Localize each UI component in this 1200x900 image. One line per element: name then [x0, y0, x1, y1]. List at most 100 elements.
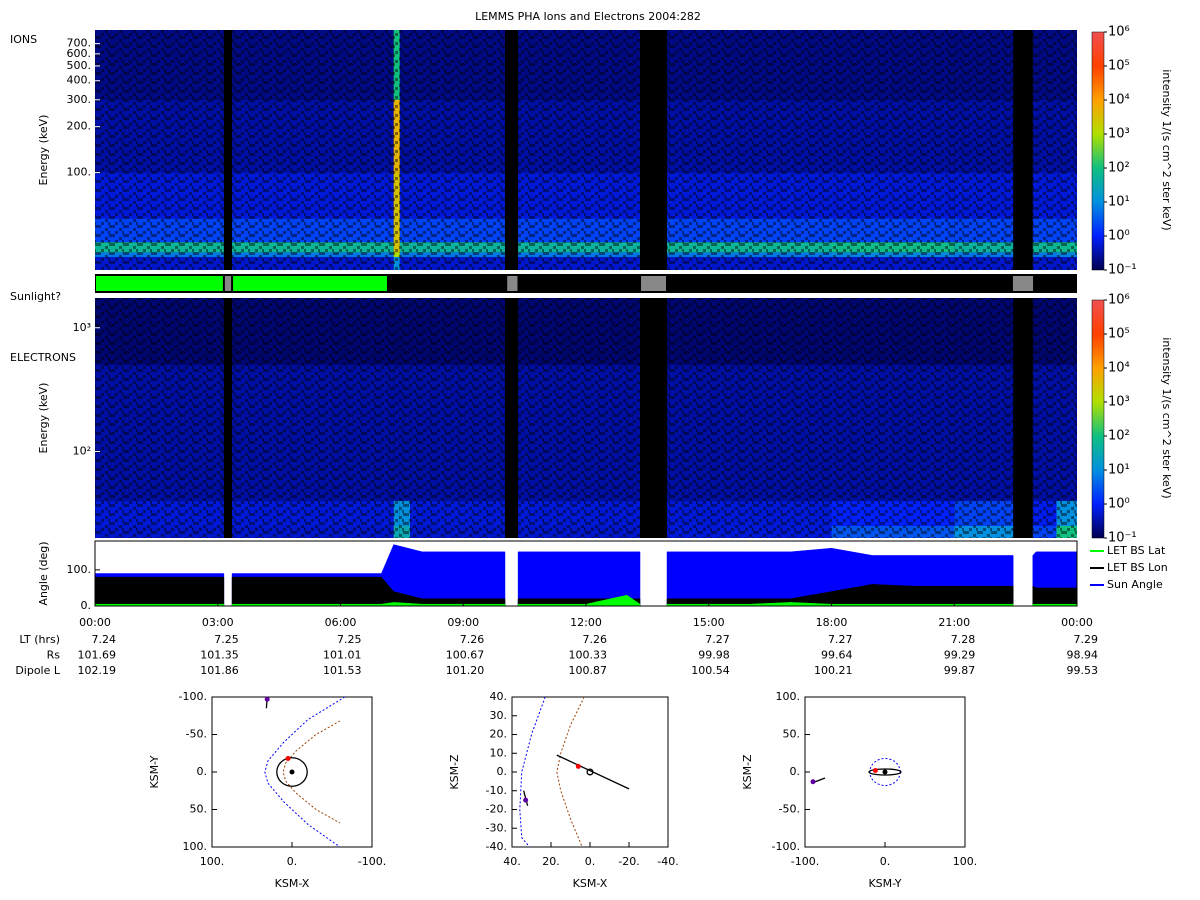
- body-outline: [868, 768, 902, 776]
- y-tick-label: 40.: [490, 690, 508, 703]
- ephemeris-value: 101.35: [200, 649, 239, 662]
- series-line: [282, 720, 341, 824]
- ephemeris-value: 99.64: [821, 649, 853, 662]
- segment: [668, 276, 1011, 291]
- x-tick-label: 40.: [503, 855, 521, 868]
- ephemeris-value: 99.87: [944, 664, 976, 677]
- y-tick-label: -10.: [486, 784, 507, 797]
- y-axis-title: KSM-Z: [448, 754, 461, 790]
- y-tick-label: 700.: [67, 37, 92, 50]
- panel-label: IONS: [10, 33, 37, 46]
- segment: [388, 276, 506, 291]
- y-tick-label: 300.: [67, 93, 92, 106]
- colorbar-tick-label: 10³: [1108, 127, 1130, 142]
- colorbar-tick-label: 10¹: [1108, 463, 1130, 478]
- x-tick-label: 100.: [953, 855, 978, 868]
- ephemeris-value: 7.27: [828, 633, 853, 646]
- x-tick-label: -100.: [791, 855, 819, 868]
- x-tick-label: 12:00: [570, 616, 602, 629]
- y-axis-title: KSM-Z: [741, 754, 754, 790]
- x-tick-label: 21:00: [938, 616, 970, 629]
- x-tick-label: -100.: [358, 855, 386, 868]
- colorbar-tick-label: 10⁵: [1108, 327, 1130, 342]
- y-tick-label: -100.: [179, 690, 207, 703]
- ephemeris-value: 7.25: [337, 633, 362, 646]
- y-tick-label: 100.: [776, 690, 801, 703]
- position-marker: [264, 696, 270, 702]
- y-tick-label: 20.: [490, 728, 508, 741]
- x-axis-title: KSM-X: [573, 877, 608, 890]
- x-tick-label: 20.: [542, 855, 560, 868]
- x-tick-label: 15:00: [693, 616, 725, 629]
- texture: [95, 30, 1077, 270]
- legend-label: LET BS Lon: [1107, 561, 1168, 574]
- ephemeris-label: Rs: [47, 649, 61, 662]
- y-tick-label: 0.: [197, 765, 208, 778]
- colorbar: [1091, 299, 1105, 539]
- colorbar-tick-label: 10⁵: [1108, 59, 1130, 74]
- y-tick-label: 10³: [73, 321, 91, 334]
- colorbar: [1091, 31, 1105, 271]
- x-tick-label: -20.: [618, 855, 639, 868]
- colorbar-tick-label: 10²: [1108, 429, 1130, 444]
- ephemeris-value: 7.27: [705, 633, 730, 646]
- x-tick-label: 06:00: [325, 616, 357, 629]
- series-line: [519, 696, 546, 848]
- ephemeris-value: 7.28: [951, 633, 976, 646]
- ephemeris-value: 101.86: [200, 664, 239, 677]
- y-tick-label: 600.: [67, 47, 92, 60]
- ephemeris-label: Dipole L: [15, 664, 61, 677]
- y-tick-label: 100.: [183, 840, 208, 853]
- ephemeris-value: 7.29: [1074, 633, 1099, 646]
- ephemeris-value: 7.26: [460, 633, 485, 646]
- ephemeris-label: LT (hrs): [19, 633, 60, 646]
- series-area: [94, 576, 1078, 607]
- segment: [641, 276, 667, 291]
- y-axis-title: Energy (keV): [37, 383, 50, 454]
- chart-title: LEMMS PHA Ions and Electrons 2004:282: [475, 10, 701, 23]
- colorbar-title: intensity 1/(s cm^2 ster keV): [1160, 69, 1173, 230]
- x-tick-label: 09:00: [447, 616, 479, 629]
- colorbar-tick-label: 10⁶: [1108, 293, 1130, 308]
- x-tick-label: 18:00: [816, 616, 848, 629]
- y-axis-title: KSM-Y: [148, 755, 161, 788]
- position-marker: [872, 768, 878, 773]
- y-tick-label: 10²: [73, 445, 91, 458]
- ephemeris-value: 100.54: [691, 664, 730, 677]
- ephemeris-value: 99.98: [698, 649, 730, 662]
- position-marker: [810, 779, 816, 785]
- ephemeris-value: 100.87: [569, 664, 608, 677]
- position-marker: [575, 763, 581, 769]
- series-area: [94, 594, 1078, 607]
- x-tick-label: 0.: [287, 855, 298, 868]
- colorbar-tick-label: 10⁰: [1108, 497, 1130, 512]
- y-tick-label: -100.: [772, 840, 800, 853]
- y-tick-label: 500.: [67, 59, 92, 72]
- ephemeris-value: 7.26: [583, 633, 608, 646]
- ephemeris-value: 7.25: [214, 633, 239, 646]
- y-tick-label: 0.: [497, 765, 508, 778]
- ephemeris-value: 101.53: [323, 664, 362, 677]
- ephemeris-value: 101.69: [78, 649, 117, 662]
- texture: [95, 298, 1077, 538]
- ephemeris-value: 98.94: [1067, 649, 1099, 662]
- x-tick-label: -40.: [657, 855, 678, 868]
- y-tick-label: 50.: [783, 728, 801, 741]
- segment: [519, 276, 640, 291]
- legend-label: Sun Angle: [1107, 578, 1163, 591]
- colorbar-title: intensity 1/(s cm^2 ster keV): [1160, 337, 1173, 498]
- colorbar-tick-label: 10²: [1108, 161, 1130, 176]
- series-line: [556, 696, 585, 848]
- y-tick-label: 400.: [67, 74, 92, 87]
- y-tick-label: -40.: [486, 840, 507, 853]
- body-outline: [276, 757, 308, 787]
- colorbar-tick-label: 10³: [1108, 395, 1130, 410]
- x-tick-label: 0.: [880, 855, 891, 868]
- segment: [233, 276, 387, 291]
- segment: [224, 276, 232, 291]
- x-tick-label: 100.: [200, 855, 225, 868]
- colorbar-tick-label: 10¹: [1108, 195, 1130, 210]
- y-axis-title: Angle (deg): [37, 541, 50, 605]
- x-axis-title: KSM-X: [275, 877, 310, 890]
